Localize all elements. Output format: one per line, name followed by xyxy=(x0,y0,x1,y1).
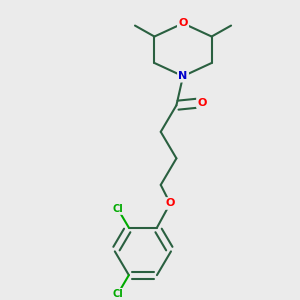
Text: Cl: Cl xyxy=(112,204,123,214)
Text: O: O xyxy=(197,98,207,108)
Text: Cl: Cl xyxy=(112,289,123,299)
Text: O: O xyxy=(166,199,175,208)
Text: N: N xyxy=(178,71,188,81)
Text: O: O xyxy=(178,18,188,28)
